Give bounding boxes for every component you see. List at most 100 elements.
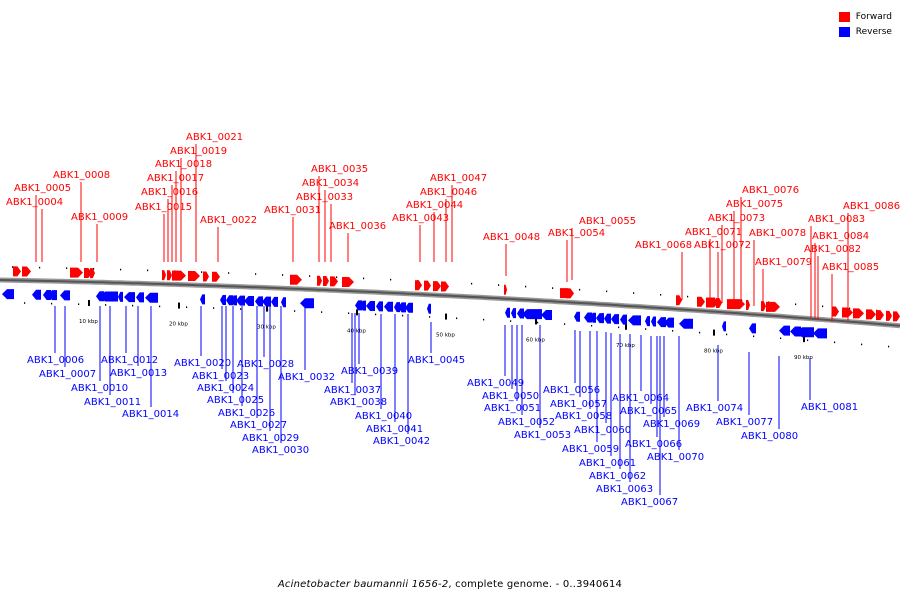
reverse-gene-label: ABK1_0062 [589,471,646,482]
axis-dot [282,274,284,276]
reverse-gene-label: ABK1_0039 [341,366,398,377]
axis-dot [93,268,95,270]
forward-gene-label: ABK1_0009 [71,212,128,223]
forward-gene-label: ABK1_0055 [579,216,636,227]
reverse-gene [376,301,383,312]
scale-tick-label: 50 kbp [436,333,455,339]
reverse-gene-label: ABK1_0060 [574,425,631,436]
axis-dot [240,308,242,310]
reverse-gene-label: ABK1_0052 [498,417,555,428]
axis-dot [849,307,851,310]
axis-dot [402,314,404,317]
reverse-gene-label: ABK1_0007 [39,369,96,380]
reverse-gene [651,316,656,327]
forward-gene [876,310,884,321]
reverse-gene [584,312,592,323]
reverse-gene-label: ABK1_0027 [230,420,287,431]
axis-dot [66,267,68,270]
reverse-gene [664,317,674,328]
reverse-swatch [838,26,850,37]
scale-tick [266,305,268,312]
axis-dot [822,305,824,308]
forward-gene [566,288,574,299]
reverse-gene [300,298,314,309]
forward-gene-label: ABK1_0083 [808,214,865,225]
forward-gene [188,271,200,282]
reverse-gene [220,295,226,306]
axis-dot [390,278,392,281]
axis-dot [834,341,836,344]
reverse-gene-label: ABK1_0070 [647,452,704,463]
reverse-gene [679,318,693,329]
reverse-gene [244,295,254,306]
figure-caption: Acinetobacter baumannii 1656-2, complete… [0,579,900,590]
forward-gene-label: ABK1_0043 [392,213,449,224]
axis-dot [120,268,122,271]
reverse-gene-label: ABK1_0042 [373,436,430,447]
forward-gene [893,311,900,322]
axis-dot [24,302,26,304]
reverse-gene [398,302,406,313]
axis-dot [537,321,539,324]
forward-gene [727,299,745,310]
forward-gene-label: ABK1_0047 [430,173,487,184]
reverse-gene-label: ABK1_0028 [237,359,294,370]
forward-gene-label: ABK1_0076 [742,185,799,196]
species-name: Acinetobacter baumannii 1656-2 [277,579,449,590]
axis-dot [633,292,635,294]
forward-gene-label: ABK1_0016 [141,187,198,198]
forward-gene [317,275,322,286]
forward-gene-label: ABK1_0082 [804,244,861,255]
scale-tick [713,329,715,336]
axis-dot [687,295,689,298]
axis-dot [456,317,458,320]
scale-tick-label: 90 kbp [794,355,813,361]
forward-gene [433,281,441,292]
reverse-gene [405,302,413,313]
reverse-gene-label: ABK1_0024 [197,383,254,394]
forward-gene-label: ABK1_0031 [264,205,321,216]
reverse-gene [722,321,726,332]
scale-tick-label: 30 kbp [257,325,276,331]
forward-gene [706,297,719,308]
scale-tick-label: 60 kbp [526,337,545,343]
reverse-gene [541,310,552,321]
forward-gene [697,296,705,307]
reverse-gene-label: ABK1_0012 [101,355,158,366]
reverse-gene [32,289,41,300]
axis-dot [228,272,230,274]
reverse-gene [596,313,604,324]
reverse-gene [281,297,286,308]
forward-gene-label: ABK1_0048 [483,232,540,243]
scale-tick [803,336,805,343]
axis-dot [348,312,350,315]
axis-dot [213,307,215,309]
reverse-gene [394,302,400,313]
reverse-gene [100,291,118,302]
reverse-gene-label: ABK1_0029 [242,433,299,444]
axis-dot [78,303,80,306]
reverse-gene [355,300,362,311]
forward-gene-label: ABK1_0035 [311,164,368,175]
forward-gene [832,306,839,317]
reverse-gene-label: ABK1_0020 [174,358,231,369]
forward-gene [203,271,209,282]
reverse-gene-label: ABK1_0069 [643,419,700,430]
axis-dot [795,303,797,306]
reverse-gene-label: ABK1_0030 [252,445,309,456]
reverse-gene-label: ABK1_0011 [84,397,141,408]
reverse-gene [574,311,580,322]
reverse-gene-label: ABK1_0056 [543,385,600,396]
forward-gene-label: ABK1_0044 [406,200,463,211]
reverse-gene-label: ABK1_0037 [324,385,381,396]
forward-gene [676,295,682,306]
forward-gene [330,276,338,287]
reverse-gene-label: ABK1_0045 [408,355,465,366]
forward-gene [866,309,876,320]
forward-gene-label: ABK1_0008 [53,170,110,181]
legend: Forward Reverse [838,9,892,39]
reverse-gene [360,300,366,311]
axis-dot [255,273,257,275]
reverse-gene-label: ABK1_0058 [555,411,612,422]
